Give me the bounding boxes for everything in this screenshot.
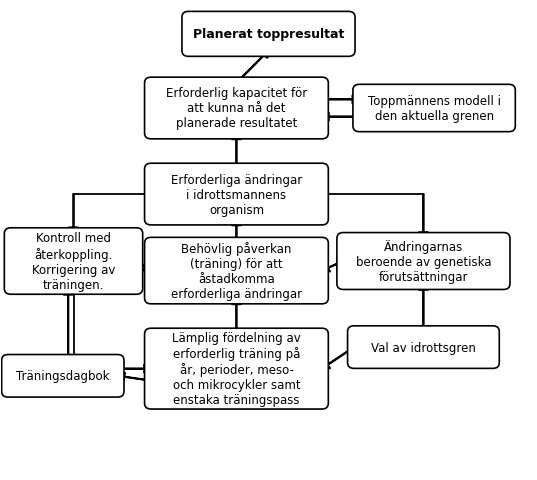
FancyArrow shape bbox=[231, 299, 241, 334]
FancyArrow shape bbox=[136, 261, 151, 271]
FancyBboxPatch shape bbox=[353, 85, 516, 132]
FancyArrow shape bbox=[322, 347, 354, 369]
Text: Ändringarnas
beroende av genetiska
förutsättningar: Ändringarnas beroende av genetiska förut… bbox=[355, 240, 491, 283]
FancyArrow shape bbox=[118, 373, 151, 381]
Text: Träningsdagbok: Träningsdagbok bbox=[16, 370, 110, 383]
FancyArrow shape bbox=[231, 134, 241, 169]
Text: Erforderlig kapacitet för
att kunna nå det
planerade resultatet: Erforderlig kapacitet för att kunna nå d… bbox=[166, 87, 307, 130]
Text: Planerat toppresultat: Planerat toppresultat bbox=[193, 28, 344, 41]
FancyBboxPatch shape bbox=[4, 228, 143, 295]
FancyArrow shape bbox=[69, 195, 78, 234]
Text: Behövlig påverkan
(träning) för att
åstadkomma
erforderliga ändringar: Behövlig påverkan (träning) för att åsta… bbox=[171, 241, 302, 300]
FancyArrow shape bbox=[322, 96, 359, 105]
Text: Lämplig fördelning av
erforderlig träning på
år, perioder, meso-
och mikrocykler: Lämplig fördelning av erforderlig tränin… bbox=[172, 331, 301, 407]
Text: Erforderliga ändringar
i idrottsmannens
organism: Erforderliga ändringar i idrottsmannens … bbox=[171, 173, 302, 216]
FancyBboxPatch shape bbox=[144, 78, 328, 140]
FancyArrow shape bbox=[236, 51, 268, 84]
FancyBboxPatch shape bbox=[144, 164, 328, 226]
Text: Toppmännens modell i
den aktuella grenen: Toppmännens modell i den aktuella grenen bbox=[368, 95, 500, 123]
FancyBboxPatch shape bbox=[182, 12, 355, 57]
FancyBboxPatch shape bbox=[337, 233, 510, 290]
FancyBboxPatch shape bbox=[144, 238, 328, 304]
FancyBboxPatch shape bbox=[2, 355, 124, 397]
Text: Val av idrottsgren: Val av idrottsgren bbox=[371, 341, 476, 354]
FancyBboxPatch shape bbox=[144, 328, 328, 409]
FancyArrow shape bbox=[231, 220, 241, 243]
FancyArrow shape bbox=[419, 195, 428, 239]
FancyArrow shape bbox=[322, 113, 359, 121]
FancyArrow shape bbox=[63, 289, 73, 360]
FancyArrow shape bbox=[74, 364, 151, 373]
Text: Kontroll med
återkoppling.
Korrigering av
träningen.: Kontroll med återkoppling. Korrigering a… bbox=[32, 232, 115, 291]
FancyArrow shape bbox=[322, 261, 343, 272]
FancyArrow shape bbox=[419, 284, 428, 332]
FancyBboxPatch shape bbox=[347, 326, 499, 369]
